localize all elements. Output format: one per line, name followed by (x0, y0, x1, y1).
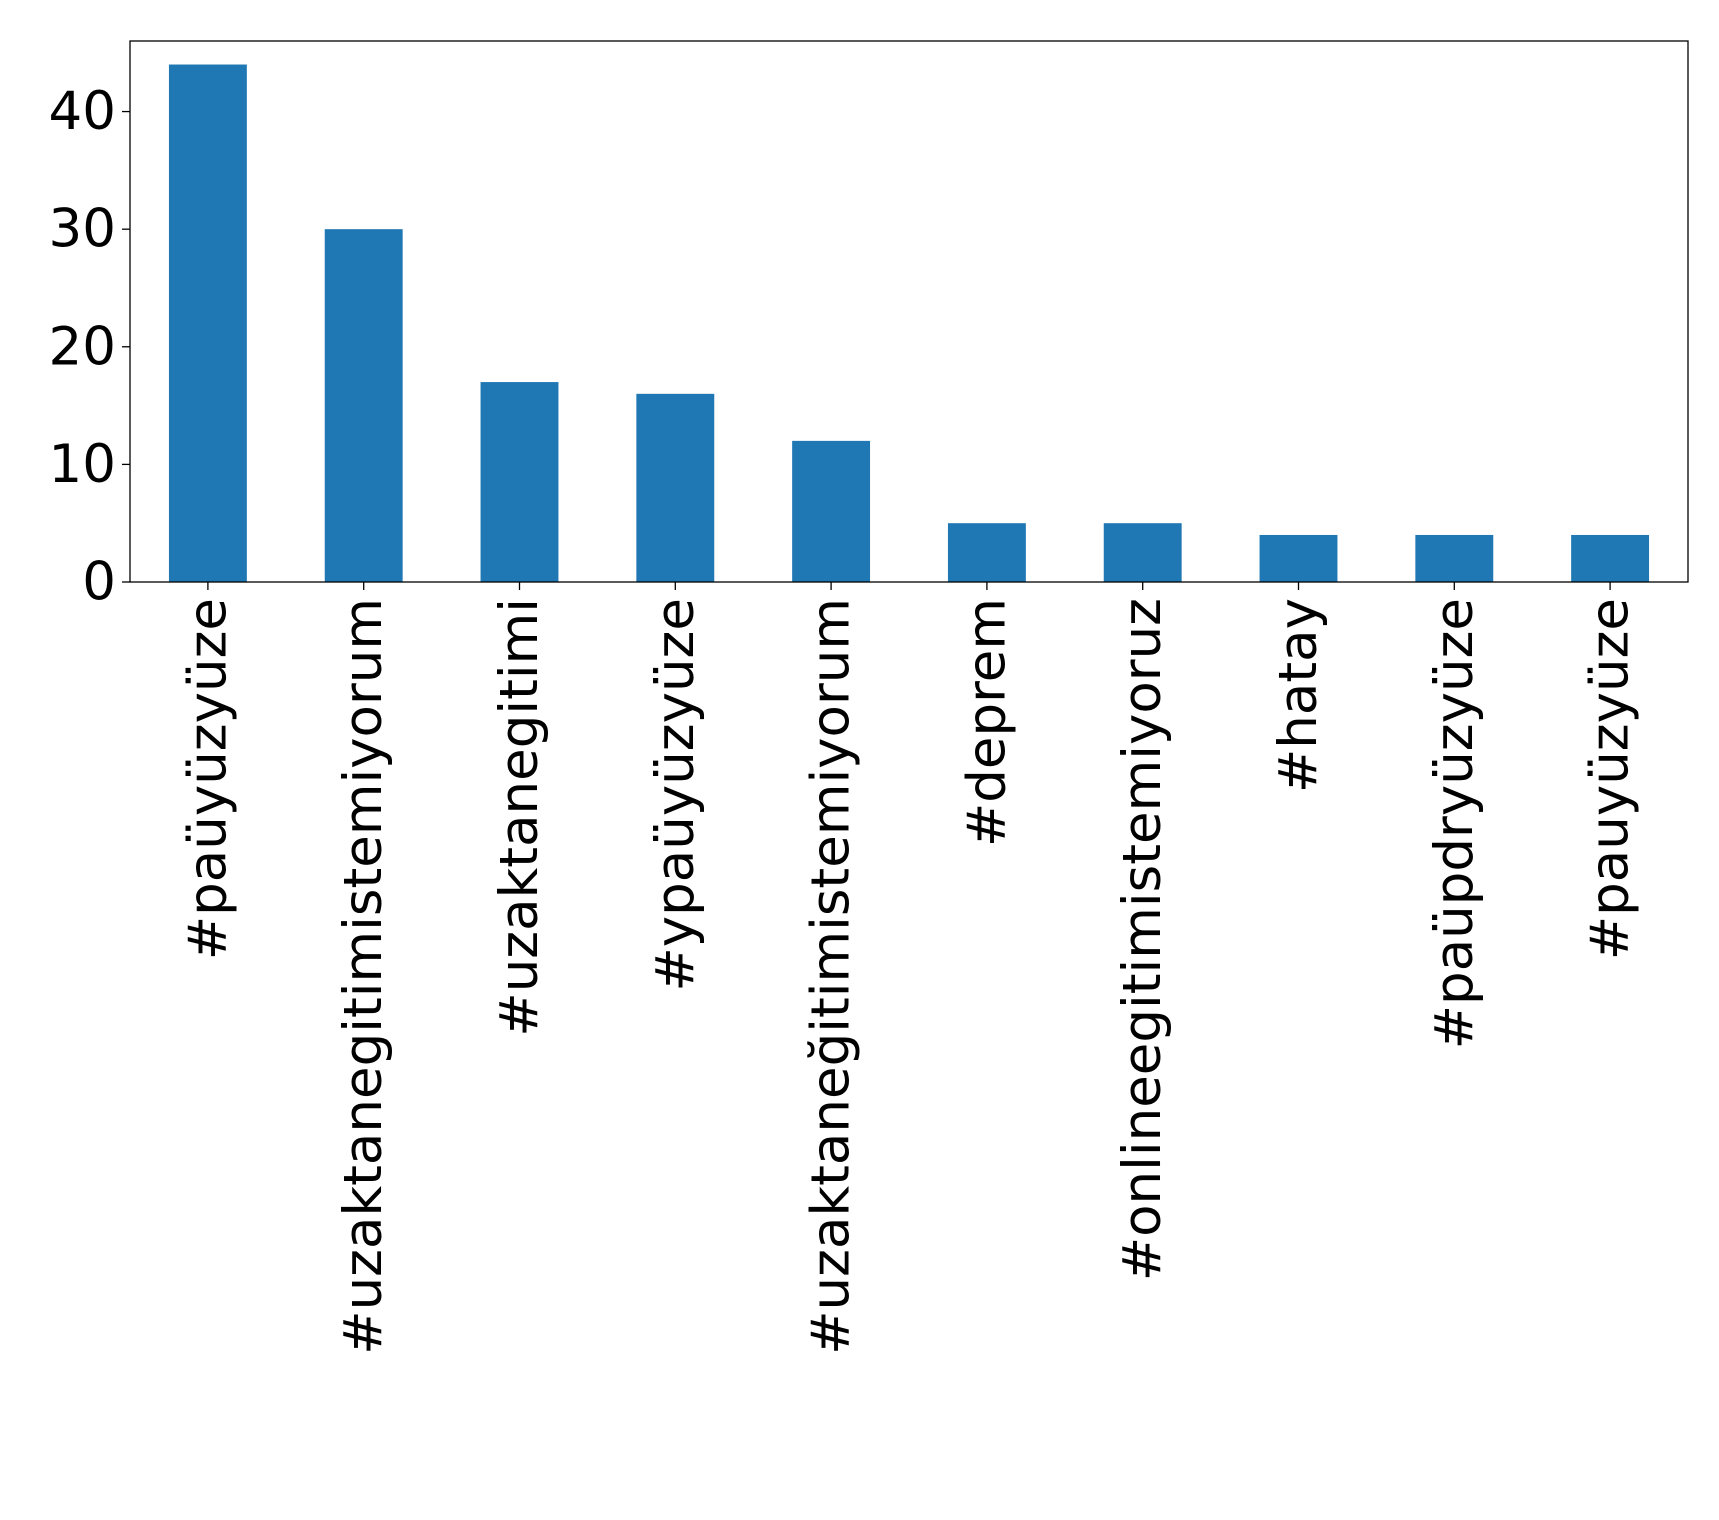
y-tick-label: 20 (49, 316, 116, 377)
bar-1 (168, 64, 247, 583)
x-tick-label: #deprem (956, 598, 1017, 847)
x-tick-label: #hatay (1268, 598, 1329, 793)
x-tick-label: #pauyüzyüze (1580, 598, 1641, 960)
y-tick-label: 30 (49, 199, 116, 260)
y-axis-ticks: 0 10 20 30 40 (49, 81, 130, 613)
x-axis-ticks: #paüyüzyüze #uzaktanegitimistemiyorum #uza… (177, 582, 1641, 1355)
plot-frame (129, 40, 1689, 583)
bar-4 (636, 393, 715, 582)
bar-3 (480, 382, 559, 582)
x-tick-label: #ypaüyüzyüze (645, 598, 706, 992)
bar-2 (324, 229, 403, 582)
y-tick-label: 40 (49, 81, 116, 142)
bar-9 (1415, 534, 1494, 582)
bars-group (168, 64, 1650, 583)
bar-6 (947, 523, 1026, 582)
bar-8 (1259, 534, 1338, 582)
x-tick-label: #uzaktanegitimistemiyorum (333, 598, 394, 1355)
x-tick-label: #onlineegitimistemiyoruz (1112, 598, 1173, 1281)
y-tick-label: 0 (82, 552, 116, 613)
x-tick-label: #paüyüzyüze (177, 598, 238, 960)
y-tick-label: 10 (49, 434, 116, 495)
bar-10 (1571, 534, 1650, 582)
x-tick-label: #uzaktanegitimi (489, 598, 550, 1037)
x-tick-label: #uzaktaneğitimistemiyorum (801, 598, 862, 1355)
bar-5 (792, 440, 871, 582)
x-tick-label: #paüpdryüzyüze (1424, 598, 1485, 1049)
bar-7 (1103, 523, 1182, 582)
